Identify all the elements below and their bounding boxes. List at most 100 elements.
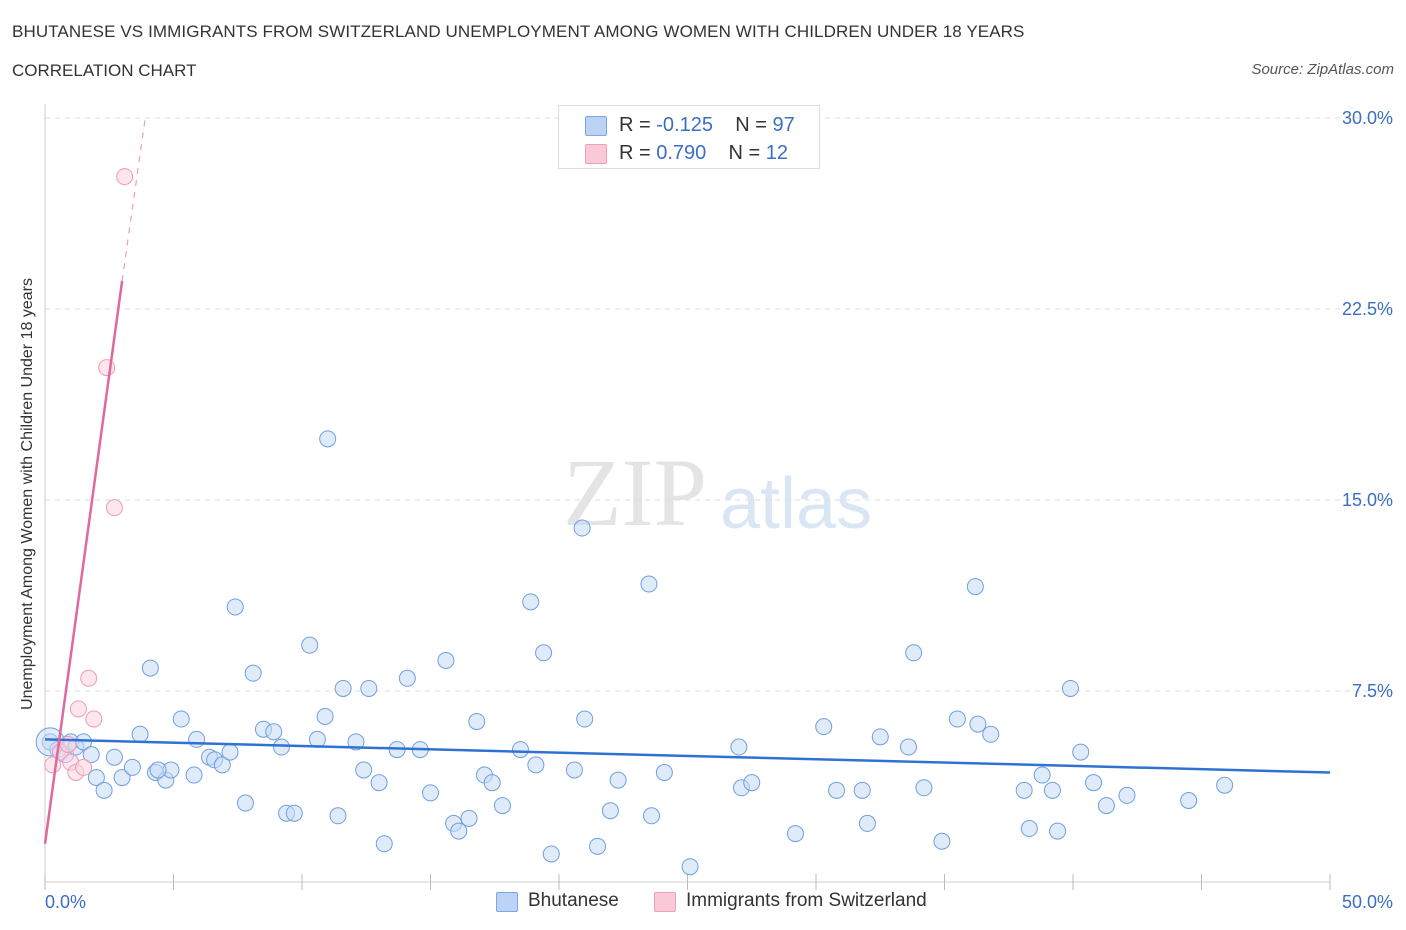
bhutanese-point (123, 758, 141, 776)
bhutanese-point (347, 733, 365, 751)
bhutanese-point (131, 725, 149, 743)
bhutanese-point (1049, 822, 1067, 840)
bhutanese-point (828, 781, 846, 799)
legend-n-value: 12 (765, 142, 789, 164)
legend-n-value: 97 (772, 114, 795, 136)
y-tick-label: 22.5% (1342, 299, 1393, 319)
bhutanese-point (640, 575, 658, 593)
bhutanese-point (334, 679, 352, 697)
bhutanese-point (95, 781, 113, 799)
bhutanese-point (370, 774, 388, 792)
bhutanese-point (933, 832, 951, 850)
bhutanese-point (308, 730, 326, 748)
bhutanese-point (213, 756, 231, 774)
bhutanese-point (1085, 774, 1103, 792)
bhutanese-point (565, 761, 583, 779)
bottom-legend-label: Immigrants from Switzerland (686, 890, 927, 911)
legend-r-label: R = (619, 114, 657, 136)
bhutanese-point (1043, 781, 1061, 799)
swiss-point (116, 168, 134, 186)
bhutanese-point (172, 710, 190, 728)
bhutanese-point (655, 763, 673, 781)
bhutanese-point (221, 743, 239, 761)
chart-title: BHUTANESE VS IMMIGRANTS FROM SWITZERLAND… (12, 22, 1025, 41)
bhutanese-point (948, 710, 966, 728)
bottom-legend-swatch-pink (654, 892, 676, 912)
legend-r-value: 0.790 (656, 142, 707, 164)
bhutanese-point (576, 710, 594, 728)
bhutanese-point (815, 718, 833, 736)
bhutanese-point (1015, 781, 1033, 799)
swiss-point (105, 499, 123, 517)
bhutanese-point (1072, 743, 1090, 761)
legend-r-label: R = (619, 142, 657, 164)
bhutanese-point (853, 781, 871, 799)
bhutanese-point (285, 804, 303, 822)
x-tick-label: 0.0% (45, 892, 86, 912)
bhutanese-point (105, 748, 123, 766)
bhutanese-point (1097, 797, 1115, 815)
bhutanese-point (301, 636, 319, 654)
bottom-legend-swatch-blue (496, 892, 518, 912)
legend-swatch-pink (585, 144, 607, 164)
watermark: ZIP atlas (563, 439, 872, 546)
bhutanese-point (969, 715, 987, 733)
bhutanese-point (681, 858, 699, 876)
bhutanese-point (966, 578, 984, 596)
bhutanese-point (511, 741, 529, 759)
legend-swatch-blue (585, 116, 607, 136)
swiss-point (69, 700, 87, 718)
bhutanese-point (360, 679, 378, 697)
y-tick-label: 15.0% (1342, 490, 1393, 510)
swiss-points (44, 168, 134, 781)
bhutanese-point (900, 738, 918, 756)
bhutanese-point (871, 728, 889, 746)
bhutanese-point (1033, 766, 1051, 784)
bhutanese-point (272, 738, 290, 756)
bhutanese-point (82, 746, 100, 764)
bhutanese-point (87, 769, 105, 787)
bhutanese-point (609, 771, 627, 789)
swiss-point (80, 669, 98, 687)
bhutanese-point (915, 779, 933, 797)
bhutanese-point (329, 807, 347, 825)
legend-n-label: N = (735, 114, 773, 136)
bhutanese-point (1020, 820, 1038, 838)
trend-lines (43, 117, 1331, 844)
bhutanese-point (601, 802, 619, 820)
bhutanese-point (573, 519, 591, 537)
bhutanese-point (493, 797, 511, 815)
bhutanese-point (460, 809, 478, 827)
bhutanese-trend-line (44, 738, 1331, 774)
y-tick-label: 30.0% (1342, 108, 1393, 128)
bhutanese-point (244, 664, 262, 682)
bhutanese-point (437, 651, 455, 669)
correlation-legend: R = -0.125 N = 97 R = 0.790 N = 12 (558, 105, 820, 169)
bhutanese-point (450, 822, 468, 840)
swiss-point (85, 710, 103, 728)
bhutanese-point (1216, 776, 1234, 794)
bhutanese-point (483, 774, 501, 792)
bhutanese-point (743, 774, 761, 792)
bhutanese-point (468, 713, 486, 731)
source-credit: Source: ZipAtlas.com (1251, 61, 1394, 78)
y-axis-label: Unemployment Among Women with Children U… (19, 278, 36, 710)
bhutanese-point (265, 723, 283, 741)
bhutanese-point (1180, 792, 1198, 810)
swiss-point (98, 359, 116, 377)
bhutanese-point (398, 669, 416, 687)
swiss-trend-line (43, 280, 124, 844)
chart-subtitle: CORRELATION CHART (12, 61, 197, 80)
bhutanese-point (355, 761, 373, 779)
bhutanese-point (535, 644, 553, 662)
legend-r-value: -0.125 (656, 114, 713, 136)
legend-n-label: N = (728, 142, 766, 164)
bhutanese-point (422, 784, 439, 802)
bhutanese-point (522, 593, 540, 611)
bhutanese-point (375, 835, 393, 853)
swiss-trend-extension (121, 117, 146, 282)
bhutanese-point (786, 825, 804, 843)
bhutanese-point (185, 766, 203, 784)
watermark-atlas: atlas (720, 464, 872, 544)
